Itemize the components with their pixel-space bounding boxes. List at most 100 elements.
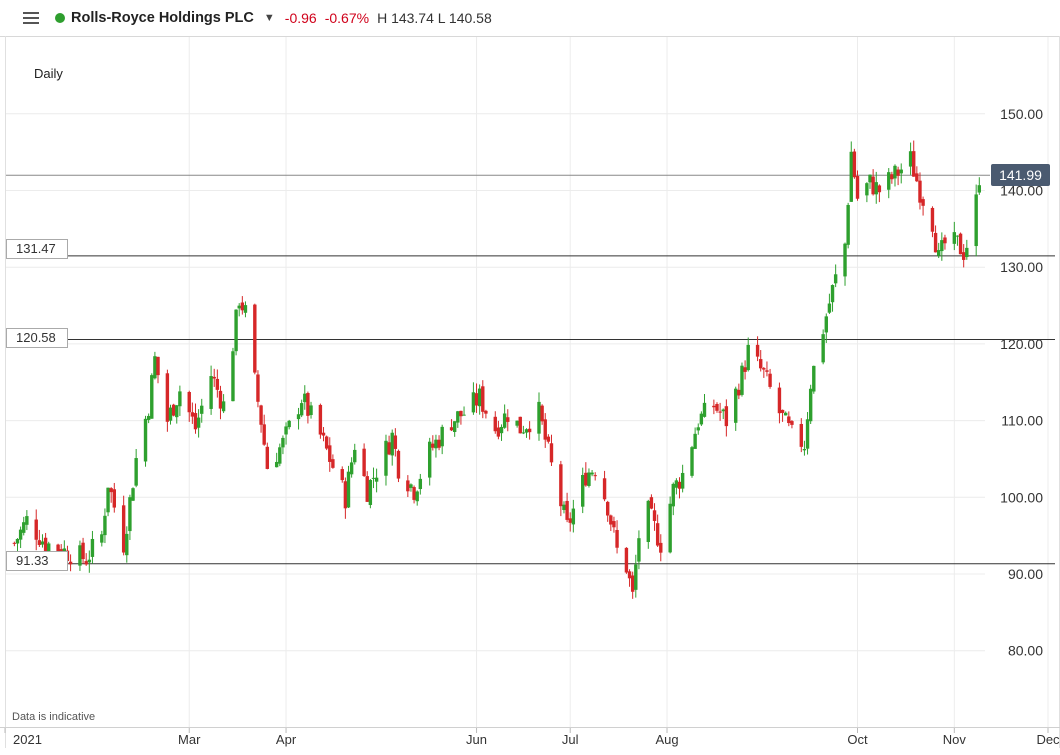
candle-body: [462, 414, 466, 416]
candle-body: [521, 432, 526, 434]
candle-body: [221, 401, 226, 412]
instrument-dropdown-icon[interactable]: ▼: [263, 12, 275, 24]
candle-body: [833, 274, 838, 284]
candle-body: [43, 537, 48, 552]
hamburger-menu-icon[interactable]: [23, 9, 39, 27]
candle-body: [777, 387, 782, 414]
chart-header: Rolls-Royce Holdings PLC ▼ -0.96 -0.67% …: [0, 0, 1060, 37]
candle-body: [921, 199, 925, 206]
candle-body: [134, 458, 138, 486]
candle-body: [240, 302, 245, 311]
candle-body: [612, 521, 616, 528]
candle-body: [175, 405, 179, 418]
y-tick-label: 150.00: [1000, 106, 1043, 122]
candle-body: [540, 405, 544, 422]
candle-body: [805, 419, 810, 449]
candle-body: [605, 501, 610, 516]
candle-body: [474, 393, 479, 406]
candle-body: [274, 461, 279, 468]
candle-body: [677, 481, 682, 489]
candle-body: [559, 464, 563, 507]
interval-label[interactable]: Daily: [34, 66, 63, 81]
candle-body: [121, 505, 126, 553]
candle-body: [908, 151, 913, 167]
candle-body: [456, 411, 460, 423]
candle-body: [974, 194, 978, 247]
candle-body: [427, 441, 432, 478]
candle-body: [78, 545, 82, 566]
candle-body: [237, 305, 241, 309]
candle-body: [543, 419, 547, 440]
candle-body: [153, 356, 157, 379]
candle-body: [849, 151, 853, 202]
candle-body: [799, 423, 804, 447]
level-label[interactable]: 120.58: [6, 328, 68, 348]
candle-body: [87, 559, 92, 563]
candle-body: [740, 365, 744, 395]
candle-body: [349, 462, 354, 475]
candle-body: [262, 424, 266, 445]
candle-body: [783, 412, 788, 416]
candle-body: [471, 392, 476, 413]
candle-body: [680, 472, 685, 489]
candle-body: [502, 413, 507, 428]
candle-body: [499, 426, 504, 434]
candle-body: [780, 409, 785, 413]
candle-body: [281, 437, 285, 448]
candle-body: [477, 388, 482, 407]
candle-body: [321, 432, 326, 436]
candle-body: [827, 303, 832, 313]
candle-body: [821, 334, 825, 363]
candle-body: [187, 392, 191, 413]
candle-body: [652, 510, 657, 521]
candle-body: [721, 409, 725, 412]
candle-body: [190, 412, 195, 417]
candle-body: [371, 477, 376, 479]
candle-body: [655, 523, 660, 546]
candle-body: [12, 542, 17, 544]
x-tick-label: 2021: [13, 732, 42, 747]
candle-body: [940, 240, 944, 252]
level-label[interactable]: 131.47: [6, 239, 68, 259]
candle-body: [646, 500, 650, 542]
candle-body: [362, 448, 366, 477]
candle-body: [165, 373, 170, 422]
disclaimer-text: Data is indicative: [12, 711, 96, 723]
candle-body: [368, 479, 373, 505]
candle-body: [755, 344, 760, 357]
candle-body: [193, 413, 198, 430]
candle-body: [231, 351, 235, 402]
candle-body: [259, 405, 263, 425]
market-status-dot: [55, 13, 65, 23]
candle-body: [965, 247, 969, 258]
candle-body: [718, 411, 722, 413]
candle-body: [384, 440, 388, 476]
candle-body: [696, 427, 700, 431]
candle-body: [737, 389, 741, 396]
x-axis-line: [0, 727, 1060, 728]
candle-body: [590, 472, 594, 475]
candle-body: [765, 370, 769, 372]
candle-body: [418, 478, 423, 490]
candle-body: [387, 442, 391, 455]
candle-body: [868, 174, 872, 183]
level-label[interactable]: 91.33: [6, 551, 68, 571]
candle-body: [243, 305, 248, 313]
candle-body: [565, 500, 569, 520]
x-tick-label: Mar: [178, 732, 201, 747]
candle-body: [527, 428, 532, 433]
candle-body: [287, 420, 291, 428]
candle-body: [412, 487, 416, 500]
candle-body: [34, 519, 38, 540]
candle-body: [852, 151, 857, 178]
candle-body: [25, 516, 29, 525]
candle-body: [871, 176, 875, 195]
candle-body: [196, 417, 201, 428]
instrument-title: Rolls-Royce Holdings PLC: [71, 10, 254, 26]
candle-body: [915, 173, 919, 182]
candle-body: [112, 489, 116, 508]
candle-body: [690, 447, 694, 476]
candle-body: [131, 488, 135, 501]
candle-body: [549, 443, 554, 463]
